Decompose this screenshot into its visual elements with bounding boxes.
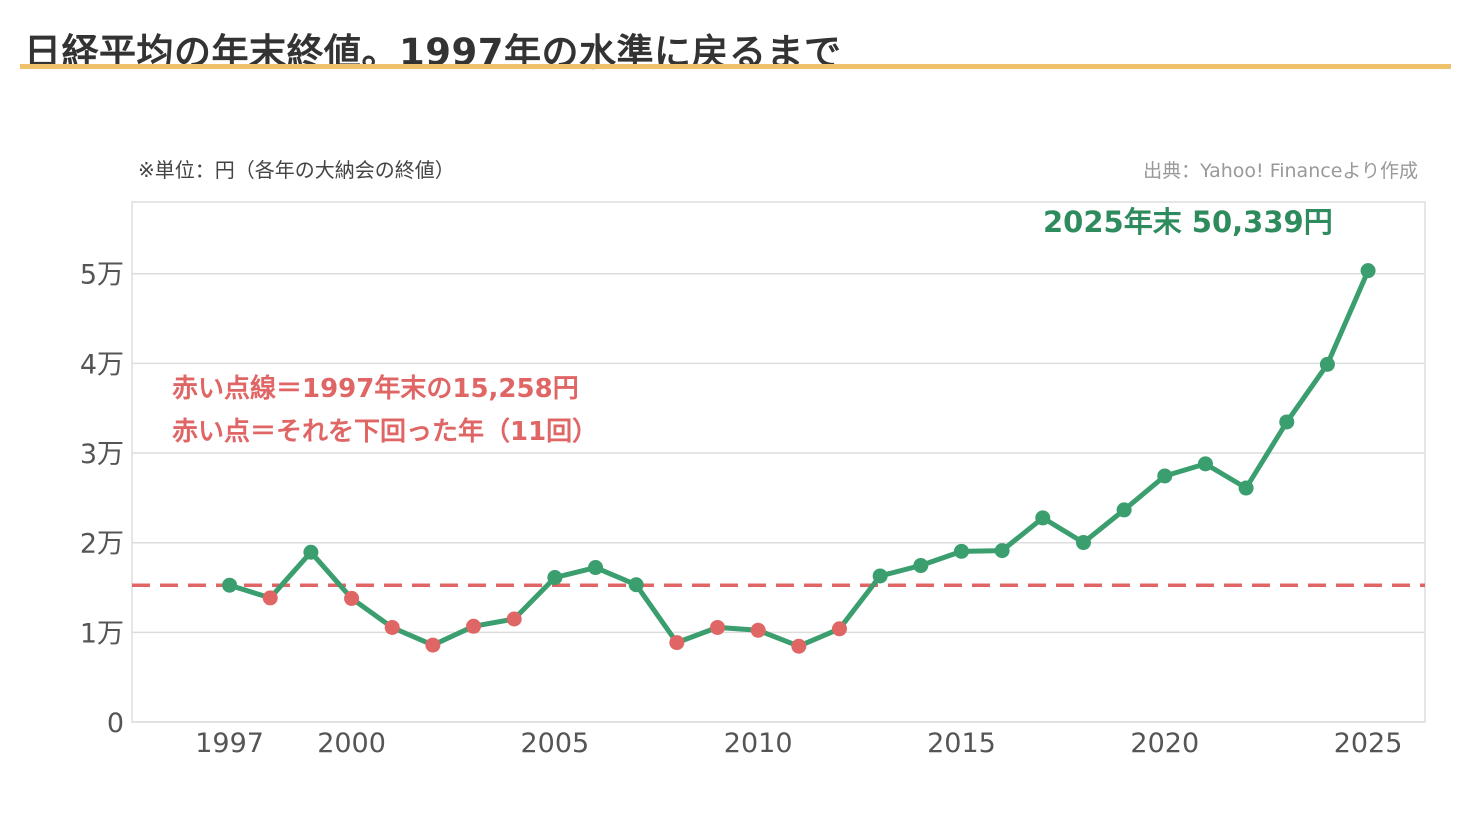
data-point [1279,414,1295,430]
data-point [913,558,929,574]
series-line [227,268,1371,649]
data-points [222,263,1376,654]
y-tick-label: 1万 [80,618,124,649]
x-tick-label: 2025 [1334,728,1403,759]
y-tick-label: 0 [107,708,124,739]
data-point [1075,535,1091,551]
title-underline [20,64,1451,69]
final-value-annotation: 2025年末 50,339円 [1043,205,1333,239]
data-point [222,577,238,593]
data-point [1035,510,1051,526]
data-point-below-reference [750,622,766,638]
x-tick-label: 1997 [195,728,264,759]
data-point [303,544,319,560]
x-tick-label: 2015 [927,728,996,759]
y-tick-label: 4万 [80,349,124,380]
x-tick-label: 2005 [521,728,590,759]
data-point-below-reference [831,621,847,637]
data-point [628,577,644,593]
y-tick-label: 3万 [80,439,124,470]
x-tick-label: 2010 [724,728,793,759]
data-point-below-reference [466,618,482,634]
data-point-below-reference [669,635,685,651]
x-axis-ticks: 1997 2000 2005 2010 2015 2020 2025 [195,728,1402,759]
y-tick-label: 2万 [80,529,124,560]
data-point [872,568,888,584]
data-point [547,570,563,586]
y-tick-label: 5万 [80,260,124,291]
data-point-below-reference [791,638,807,654]
data-point [1157,468,1173,484]
data-point-below-reference [384,619,400,635]
y-axis-ticks: 0 1万 2万 3万 4万 5万 [80,260,124,739]
data-point-below-reference [425,637,441,653]
gridlines [132,272,1425,723]
x-tick-label: 2000 [317,728,386,759]
x-tick-label: 2020 [1130,728,1199,759]
data-point [1116,502,1132,518]
reference-note-points: 赤い点＝それを下回った年（11回） [172,416,598,447]
reference-note-line: 赤い点線＝1997年末の15,258円 [172,373,579,404]
data-point-below-reference [710,619,726,635]
source-note: 出典：Yahoo! Financeより作成 [1143,160,1418,182]
data-point [953,543,969,559]
data-point [1319,356,1335,372]
data-point [588,560,604,576]
data-point-below-reference [506,611,522,627]
data-point [1197,456,1213,472]
data-point-below-reference [262,590,278,606]
data-point-below-reference [344,590,360,606]
unit-note: ※単位：円（各年の大納会の終値） [138,158,455,182]
data-point [1360,263,1376,279]
data-point [1238,480,1254,496]
plot-frame [131,201,1426,723]
data-point [994,543,1010,559]
